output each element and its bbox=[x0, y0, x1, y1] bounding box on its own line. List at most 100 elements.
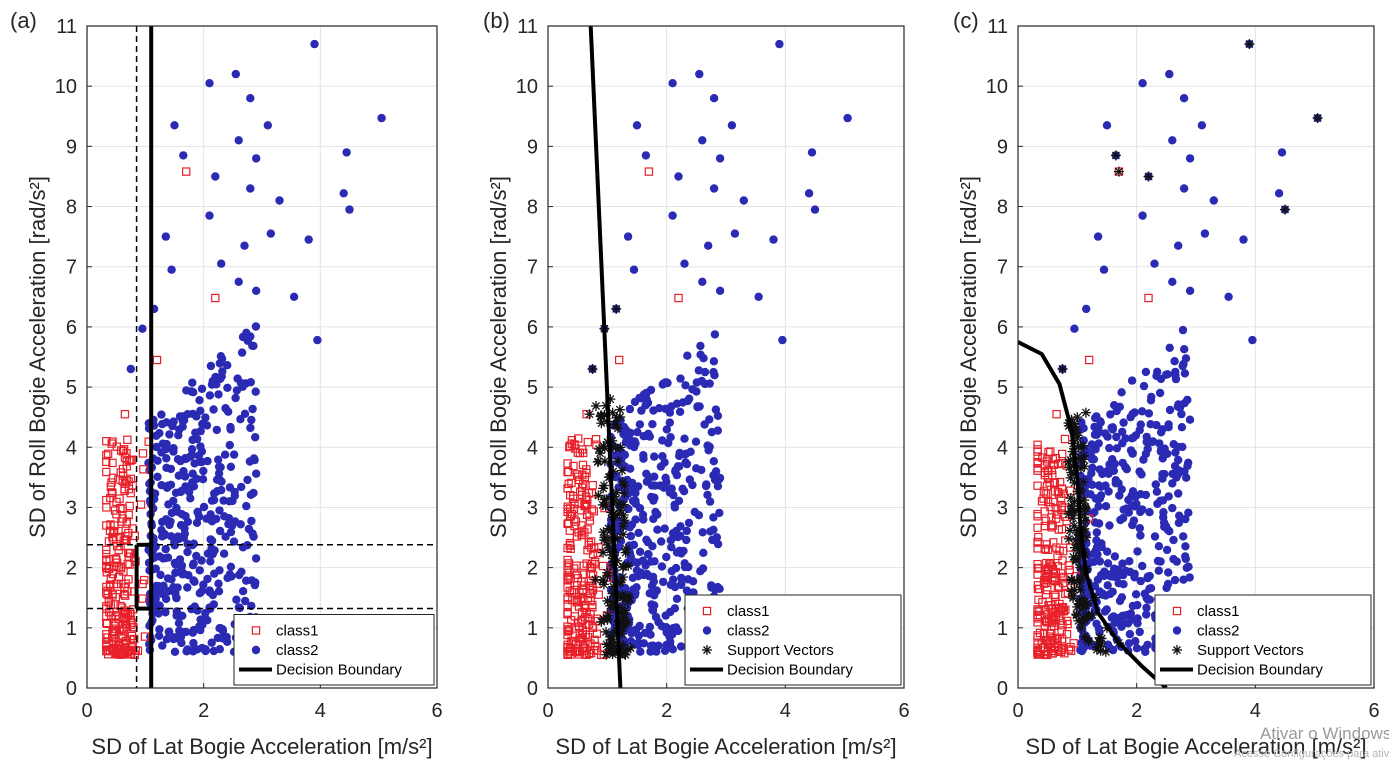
panel-a-y-tick-label: 7 bbox=[66, 257, 77, 279]
panel-b-class2-point bbox=[625, 404, 635, 414]
panel-c-support-vector bbox=[1072, 430, 1083, 441]
panel-b-support-vector bbox=[598, 527, 609, 538]
panel-c-class2-point bbox=[1095, 494, 1105, 503]
panel-c-class2-point bbox=[1168, 469, 1177, 479]
panel-a-class1-point bbox=[110, 629, 119, 638]
panel-b-class2-point bbox=[648, 542, 657, 551]
panel-a-class2-point bbox=[178, 570, 187, 579]
panel-c-support-vector bbox=[1073, 440, 1084, 451]
watermark-subtitle: Acesse Configurações para ativar o Windo… bbox=[1234, 748, 1389, 760]
panel-c-class2-point bbox=[1101, 502, 1111, 511]
panel-c-class2-point bbox=[1151, 480, 1161, 489]
panel-a-class2-point bbox=[225, 483, 235, 492]
panel-c-class2-point bbox=[1209, 196, 1219, 205]
panel-b-y-tick-label: 3 bbox=[527, 497, 538, 519]
panel-a-class1-point bbox=[112, 579, 121, 589]
panel-b-class1-point bbox=[587, 505, 597, 514]
panel-a-class1-point bbox=[102, 457, 111, 467]
panel-b-class1-point bbox=[598, 561, 608, 571]
panel-c-legend-class2-marker bbox=[1172, 626, 1182, 635]
panel-a-class1-point bbox=[121, 640, 130, 649]
panel-b-class2-point bbox=[730, 229, 740, 238]
panel-a-class1-point bbox=[119, 589, 129, 599]
panel-b-class2-point bbox=[698, 277, 707, 286]
panel-c-support-vector bbox=[1078, 476, 1089, 487]
panel-b-class2-point bbox=[688, 480, 697, 490]
panel-c-y-tick-label: 2 bbox=[997, 558, 1008, 580]
panel-c-class2-point bbox=[1092, 430, 1101, 439]
panel-a-class1-point bbox=[152, 355, 162, 365]
panel-b-class2-point bbox=[675, 451, 684, 461]
panel-c-axes-box bbox=[1017, 25, 1375, 689]
panel-c-support-vector bbox=[1312, 113, 1323, 124]
panel-a-class2-point bbox=[252, 286, 261, 295]
panel-c-class2-point bbox=[1175, 511, 1184, 520]
panel-b-class2-point bbox=[664, 438, 673, 448]
panel-a-y-tick-label: 9 bbox=[66, 136, 77, 158]
panel-b-y-tick-label: 10 bbox=[516, 76, 538, 98]
panel-c-class1-point bbox=[1033, 440, 1042, 450]
panel-a-class2-point bbox=[203, 456, 212, 466]
panel-c-class2-point bbox=[1131, 431, 1141, 440]
panel-b-class2-point bbox=[674, 172, 683, 181]
panel-c-class2-point bbox=[1179, 184, 1189, 193]
panel-c-class1-point bbox=[1033, 512, 1042, 521]
panel-b-class2-point bbox=[675, 407, 685, 416]
panel-c-class2-point bbox=[1119, 570, 1128, 580]
panel-b-class2-point bbox=[641, 151, 651, 160]
panel-a-class1-point bbox=[116, 446, 126, 455]
panel-b-class1-point bbox=[614, 355, 624, 365]
panel-b-class2-point bbox=[633, 428, 642, 437]
panel-a-legend-box bbox=[233, 614, 435, 686]
panel-a-class2-point bbox=[194, 451, 203, 460]
panel-c-letter: (c) bbox=[953, 8, 979, 33]
panel-c-class2-point bbox=[1098, 590, 1107, 599]
panel-c-class2-point bbox=[1092, 536, 1101, 545]
panel-b-class2-point bbox=[615, 450, 624, 459]
panel-a-class2-point bbox=[195, 457, 205, 467]
panel-a-class2-point bbox=[247, 516, 256, 526]
panel-c-class1-point bbox=[1059, 489, 1068, 498]
panel-a-class1-point bbox=[125, 501, 134, 511]
panel-b-class1-point bbox=[563, 608, 572, 617]
panel-c-class2-point bbox=[1155, 388, 1165, 398]
panel-a-class2-point bbox=[210, 569, 219, 578]
panel-c-class1-point bbox=[1058, 556, 1067, 565]
panel-b-class1-point bbox=[573, 618, 582, 627]
panel-a-class2-point bbox=[190, 644, 200, 653]
panel-a-class2-point bbox=[243, 475, 252, 485]
panel-a-class2-point bbox=[186, 494, 195, 503]
panel-a-class2-point bbox=[216, 352, 226, 361]
panel-b-class2-point bbox=[637, 406, 646, 415]
panel-b-legend-label: Support Vectors bbox=[727, 642, 834, 659]
panel-a-class2-point bbox=[218, 367, 227, 376]
panel-c-x-tick-label: 2 bbox=[1131, 700, 1142, 722]
panel-c-support-vector bbox=[1076, 573, 1086, 583]
panel-c-class2-point bbox=[1173, 442, 1183, 452]
panel-a-class2-point bbox=[183, 517, 193, 526]
panel-a-class2-point bbox=[247, 415, 256, 425]
panel-a-class2-point bbox=[156, 570, 165, 580]
panel-c-support-vector bbox=[1079, 495, 1090, 506]
panel-b-class1-point bbox=[565, 541, 575, 550]
panel-c-class2-point bbox=[1115, 596, 1125, 606]
panel-a-class2-point bbox=[175, 425, 184, 434]
panel-c-legend-label: class2 bbox=[1197, 623, 1240, 640]
panel-a-class2-point bbox=[215, 506, 224, 515]
panel-c-support-vector bbox=[1143, 171, 1154, 182]
panel-a-class2-point bbox=[246, 94, 255, 103]
panel-b-class2-point bbox=[672, 470, 682, 480]
panel-b-class2-point bbox=[715, 154, 725, 163]
panel-c-support-vector bbox=[1079, 615, 1090, 626]
panel-a-class2-point bbox=[227, 521, 237, 530]
panel-c-class1-point bbox=[1040, 521, 1050, 531]
panel-a-class2-point bbox=[289, 292, 299, 301]
panel-c-class2-point bbox=[1125, 557, 1134, 566]
panel-b-class1-point bbox=[578, 626, 588, 635]
panel-c-class2-point bbox=[1118, 427, 1127, 436]
panel-b-class2-point bbox=[649, 577, 658, 586]
panel-a-class2-point bbox=[235, 570, 244, 580]
panel-a-legend-class1-marker bbox=[251, 626, 261, 635]
panel-a-x-tick-label: 6 bbox=[431, 700, 442, 722]
